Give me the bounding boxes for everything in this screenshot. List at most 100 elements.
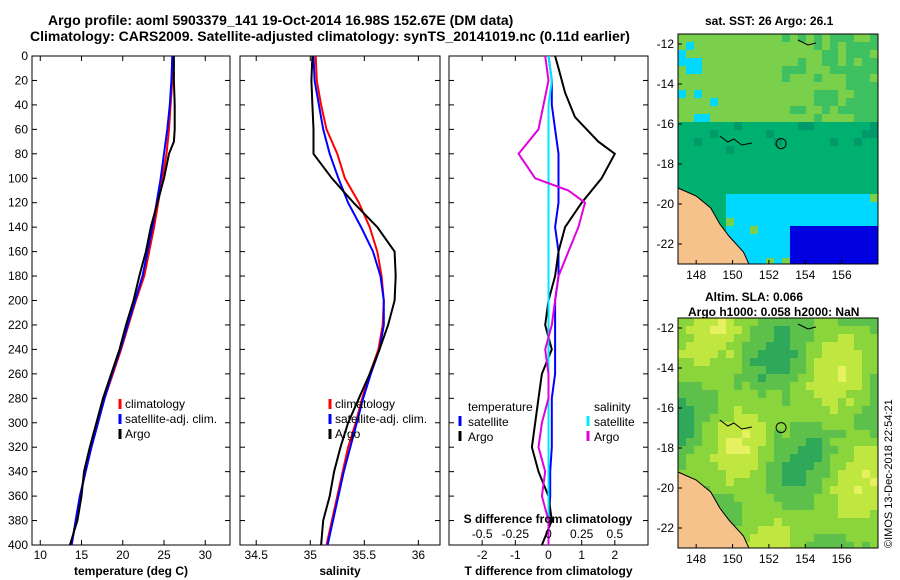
map-cell xyxy=(774,390,782,398)
map-cell xyxy=(710,98,718,106)
map-cell xyxy=(862,154,870,162)
map-cell xyxy=(814,106,822,114)
map-cell xyxy=(726,342,734,350)
map-cell xyxy=(766,350,774,358)
map-cell xyxy=(806,162,814,170)
map-cell xyxy=(686,382,694,390)
map-cell xyxy=(838,178,846,186)
map-cell xyxy=(846,186,854,194)
map-cell xyxy=(774,518,782,526)
map-cell xyxy=(718,438,726,446)
y-tick-label: -14 xyxy=(657,361,675,375)
map-cell xyxy=(734,234,742,242)
map-cell xyxy=(854,162,862,170)
map-cell xyxy=(822,398,830,406)
map-cell xyxy=(862,342,870,350)
map-cell xyxy=(766,114,774,122)
map-cell xyxy=(798,518,806,526)
y-tick-label: 360 xyxy=(8,489,28,503)
map-cell xyxy=(846,234,854,242)
map-cell xyxy=(758,414,766,422)
map-cell xyxy=(870,366,878,374)
map-cell xyxy=(742,90,750,98)
map-cell xyxy=(838,194,846,202)
map-cell xyxy=(862,446,870,454)
map-cell xyxy=(710,186,718,194)
map-cell xyxy=(734,438,742,446)
map-cell xyxy=(678,50,686,58)
map-cell xyxy=(830,510,838,518)
map-cell xyxy=(766,502,774,510)
map-cell xyxy=(846,438,854,446)
map-cell xyxy=(854,422,862,430)
map-cell xyxy=(814,470,822,478)
map-cell xyxy=(710,42,718,50)
map-cell xyxy=(798,82,806,90)
map-cell xyxy=(790,350,798,358)
map-cell xyxy=(838,374,846,382)
map-cell xyxy=(758,98,766,106)
x-tick-label: 148 xyxy=(686,552,706,566)
map-cell xyxy=(830,494,838,502)
map-cell xyxy=(790,334,798,342)
map-cell xyxy=(830,422,838,430)
map-cell xyxy=(686,334,694,342)
map-cell xyxy=(798,414,806,422)
map-cell xyxy=(830,186,838,194)
map-cell xyxy=(758,58,766,66)
map-cell xyxy=(742,534,750,542)
map-cell xyxy=(838,106,846,114)
y-tick-label: 160 xyxy=(8,245,28,259)
map-cell xyxy=(758,398,766,406)
map-cell xyxy=(806,138,814,146)
map-cell xyxy=(686,374,694,382)
map-cell xyxy=(822,242,830,250)
map-cell xyxy=(838,90,846,98)
map-cell xyxy=(678,398,686,406)
map-cell xyxy=(846,130,854,138)
map-cell xyxy=(790,170,798,178)
map-cell xyxy=(726,146,734,154)
map-cell xyxy=(790,154,798,162)
map-cell xyxy=(798,470,806,478)
map-cell xyxy=(798,398,806,406)
map-cell xyxy=(846,414,854,422)
map-cell xyxy=(758,258,766,264)
map-cell xyxy=(822,130,830,138)
map-cell xyxy=(726,74,734,82)
map-cell xyxy=(838,226,846,234)
x-tick-label: 0 xyxy=(545,548,552,562)
map-cell xyxy=(774,98,782,106)
map-cell xyxy=(806,438,814,446)
map-cell xyxy=(846,50,854,58)
map-cell xyxy=(798,162,806,170)
legend-label: climatology xyxy=(125,397,185,411)
map-cell xyxy=(790,90,798,98)
legend-label: Argo xyxy=(125,427,151,441)
map-cell xyxy=(798,366,806,374)
map-cell xyxy=(870,422,878,430)
map-cell xyxy=(718,318,726,326)
map-cell xyxy=(814,334,822,342)
map-cell xyxy=(806,358,814,366)
map-cell xyxy=(822,82,830,90)
map-cell xyxy=(750,398,758,406)
map-cell xyxy=(782,74,790,82)
sst-map-title: sat. SST: 26 Argo: 26.1 xyxy=(705,14,834,28)
map-cell xyxy=(702,318,710,326)
map-cell xyxy=(846,74,854,82)
map-cell xyxy=(694,406,702,414)
map-cell xyxy=(870,470,878,478)
map-cell xyxy=(718,366,726,374)
map-cell xyxy=(822,502,830,510)
map-cell xyxy=(862,494,870,502)
map-cell xyxy=(702,82,710,90)
map-cell xyxy=(726,494,734,502)
map-cell xyxy=(830,130,838,138)
sla-map-panel: 148 150 152 154 156 -12 -14 -16 -18 -20 -22 xyxy=(657,317,879,566)
map-cell xyxy=(822,326,830,334)
map-cell xyxy=(750,454,758,462)
map-cell xyxy=(862,218,870,226)
map-cell xyxy=(726,334,734,342)
map-cell xyxy=(846,122,854,130)
